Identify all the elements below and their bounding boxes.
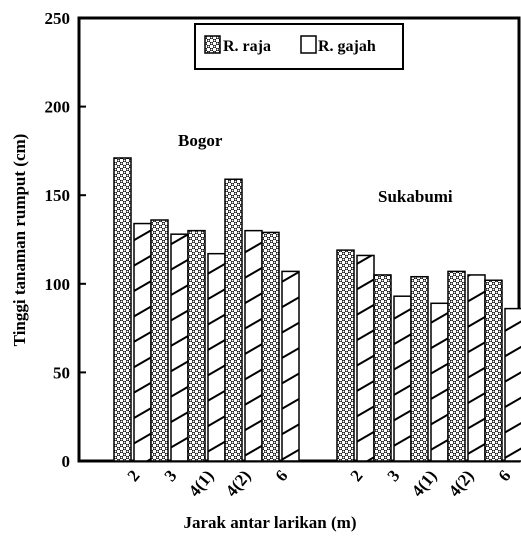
x-tick-label: 4(1): [185, 466, 218, 500]
bar-r-raja: [113, 157, 132, 462]
y-tick-label: 0: [62, 452, 71, 471]
y-axis-title: Tinggi tanaman rumput (cm): [10, 134, 29, 347]
bar-r-gajah: [467, 274, 486, 462]
bar-r-raja: [410, 275, 429, 462]
y-tick-label: 150: [45, 186, 71, 205]
x-axis: 2 3 4(1) 4(2) 6 2 3 4(1) 4(2) 6: [124, 466, 515, 500]
legend-label-r-raja: R. raja: [223, 38, 271, 55]
bar-r-raja: [484, 279, 503, 462]
y-tick-label: 250: [45, 9, 71, 28]
bar-r-raja: [373, 274, 392, 462]
group-label-sukabumi: Sukabumi: [378, 187, 453, 206]
x-tick-label: 6: [272, 466, 292, 485]
x-tick-label: 6: [495, 466, 515, 485]
legend-swatch-r-gajah: [300, 35, 317, 54]
x-tick-label: 4(2): [222, 466, 255, 500]
legend-label-r-gajah: R. gajah: [318, 38, 376, 55]
group-label-bogor: Bogor: [178, 131, 223, 150]
legend-swatch-r-raja: [204, 35, 221, 54]
y-tick-label: 200: [45, 98, 71, 117]
bar-r-gajah: [504, 307, 521, 462]
bar-r-gajah: [170, 233, 189, 462]
bar-r-raja: [224, 178, 243, 462]
x-tick-label: 3: [384, 466, 404, 485]
x-tick-label: 3: [161, 466, 181, 485]
bar-r-raja: [261, 231, 280, 462]
bar-r-gajah: [393, 295, 412, 462]
bar-r-gajah: [207, 252, 226, 462]
bar-r-gajah: [356, 254, 375, 462]
bar-r-gajah: [133, 222, 152, 462]
x-tick-label: 2: [124, 466, 144, 485]
bar-r-gajah: [430, 302, 449, 462]
y-axis: 0 50 100 150 200 250: [45, 9, 86, 471]
bar-r-gajah: [244, 229, 263, 462]
bar-r-raja: [150, 219, 169, 462]
x-tick-label: 2: [347, 466, 367, 485]
bar-r-raja: [187, 229, 206, 462]
y-tick-label: 100: [45, 275, 71, 294]
x-axis-title: Jarak antar larikan (m): [184, 513, 357, 532]
bar-r-raja: [336, 249, 355, 462]
legend: R. raja R. gajah: [194, 23, 404, 70]
bars-layer: [113, 157, 521, 462]
y-tick-label: 50: [53, 363, 70, 382]
x-tick-label: 4(2): [445, 466, 478, 500]
x-tick-label: 4(1): [408, 466, 441, 500]
bar-r-raja: [447, 270, 466, 462]
bar-r-gajah: [281, 270, 300, 462]
legend-box: [194, 23, 404, 70]
